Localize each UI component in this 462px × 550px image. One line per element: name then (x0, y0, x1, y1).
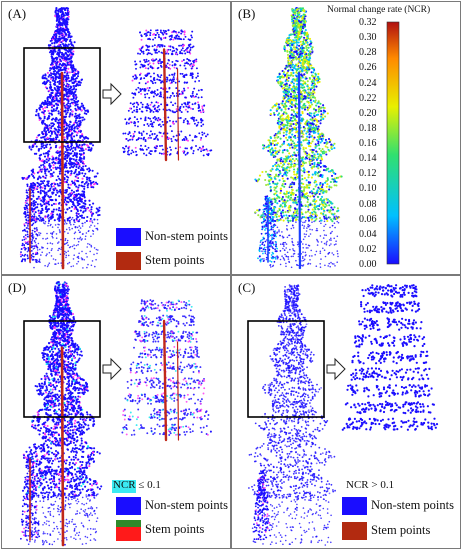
tree-point-clouds (19, 6, 439, 547)
colorbar-tick-label: 0.08 (359, 198, 377, 210)
condition-label-c: NCR > 0.1 (346, 479, 395, 491)
colorbar-tick-label: 0.16 (359, 138, 377, 149)
panel-label-a: (A) (8, 6, 27, 21)
legend-swatch-stem-c (342, 522, 367, 540)
colorbar-tick-label: 0.30 (359, 32, 377, 44)
colorbar-tick-label: 0.10 (359, 183, 377, 195)
arrow-right-icon-d (102, 357, 122, 381)
colorbar-tick-label: 0.14 (359, 153, 377, 165)
legend-label-nonstem-c: Non-stem points (371, 498, 454, 512)
colorbar-tick-label: 0.02 (359, 243, 377, 255)
colorbar-tick-label: 0.04 (359, 228, 377, 240)
zoom-box-a (23, 47, 101, 143)
arrow-right-icon-c (326, 357, 346, 381)
colorbar-tick-label: 0.22 (359, 92, 377, 104)
panel-label-d: (D) (8, 280, 27, 295)
legend-swatch-stem-d-top (116, 520, 141, 527)
zoom-box-d (23, 320, 101, 418)
legend-swatch-nonstem-d (116, 497, 141, 515)
colorbar-tick-label: 0.18 (359, 122, 377, 134)
zoom-box-c (247, 320, 325, 418)
legend-label-stem-c: Stem points (371, 523, 431, 537)
colorbar-tick-label: 0.32 (359, 17, 377, 28)
ncr-colorbar (386, 21, 400, 265)
panel-label-c: (C) (238, 280, 256, 295)
panel-label-b: (B) (238, 6, 256, 21)
legend-swatch-stem-d (116, 527, 141, 541)
colorbar-tick-label: 0.28 (359, 47, 377, 59)
colorbar-tick-label: 0.06 (359, 213, 377, 225)
legend-swatch-stem-a (116, 252, 141, 270)
legend-label-stem-a: Stem points (145, 253, 205, 267)
ncr-highlight (112, 480, 136, 493)
legend-swatch-nonstem-c (342, 497, 367, 515)
colorbar-tick-label: 0.26 (359, 62, 377, 74)
colorbar-tick-label: 0.00 (359, 259, 377, 270)
colorbar-title: Normal change rate (NCR) (327, 5, 431, 15)
colorbar-tick-label: 0.12 (359, 168, 377, 180)
arrow-right-icon-a (102, 82, 122, 106)
legend-label-nonstem-a: Non-stem points (145, 229, 228, 243)
condition-label-d: NCR ≤ 0.1 (113, 479, 161, 491)
colorbar-tick-label: 0.24 (359, 77, 377, 89)
legend-swatch-nonstem-a (116, 228, 141, 246)
colorbar-tick-label: 0.20 (359, 107, 377, 119)
legend-label-nonstem-d: Non-stem points (145, 498, 228, 512)
legend-label-stem-d: Stem points (145, 522, 205, 536)
